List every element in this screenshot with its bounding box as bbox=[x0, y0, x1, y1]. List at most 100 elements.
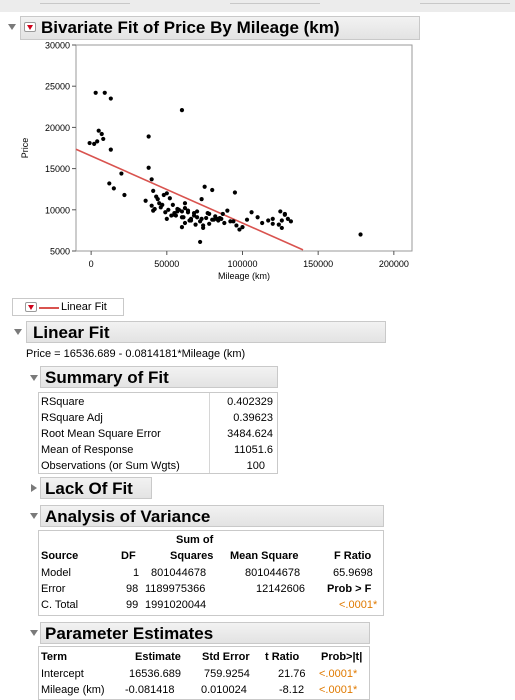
data-point bbox=[249, 210, 254, 215]
summary-table: RSquare 0.402329 RSquare Adj 0.39623 Roo… bbox=[38, 392, 278, 474]
anova-title-bar: Analysis of Variance bbox=[40, 505, 384, 527]
anova-df: 98 bbox=[126, 583, 139, 595]
linear-fit-legend: Linear Fit bbox=[12, 298, 124, 316]
column-divider bbox=[209, 393, 210, 473]
data-point bbox=[182, 220, 188, 226]
anova-f: 65.9698 bbox=[333, 567, 373, 579]
data-point bbox=[167, 196, 172, 201]
data-point bbox=[278, 209, 283, 214]
data-point bbox=[188, 218, 194, 223]
col-header-estimate: Estimate bbox=[135, 651, 181, 663]
data-point bbox=[234, 223, 239, 228]
data-point bbox=[182, 206, 188, 211]
data-point bbox=[205, 210, 210, 216]
tab-divider bbox=[420, 3, 510, 10]
data-point bbox=[108, 96, 113, 101]
red-triangle-menu-button[interactable] bbox=[24, 22, 36, 32]
data-point bbox=[198, 239, 203, 245]
summary-value: 0.402329 bbox=[227, 396, 273, 408]
data-point bbox=[220, 211, 225, 217]
lack-of-fit-title: Lack Of Fit bbox=[45, 479, 133, 498]
data-point bbox=[282, 211, 287, 217]
summary-of-fit-title-bar: Summary of Fit bbox=[40, 366, 278, 388]
anova-ss: 1189975366 bbox=[145, 583, 206, 595]
data-point bbox=[101, 136, 106, 142]
col-header-ss: Squares bbox=[170, 550, 214, 562]
x-tick-label: 200000 bbox=[379, 259, 409, 269]
data-point bbox=[255, 215, 260, 220]
col-header-std-error: Std Error bbox=[202, 651, 250, 663]
param-std-error: 759.9254 bbox=[204, 668, 250, 680]
data-point bbox=[191, 210, 197, 216]
data-point bbox=[179, 107, 185, 113]
data-point bbox=[225, 208, 230, 213]
data-point bbox=[151, 188, 156, 193]
anova-ms: 12142606 bbox=[256, 583, 305, 595]
data-point bbox=[207, 221, 212, 226]
data-point bbox=[163, 210, 168, 215]
data-point bbox=[172, 212, 177, 217]
data-point bbox=[228, 219, 233, 224]
x-tick-label: 0 bbox=[89, 259, 94, 269]
disclosure-expand-icon[interactable] bbox=[31, 484, 37, 492]
anova-title: Analysis of Variance bbox=[45, 507, 211, 526]
parameter-table: Term Estimate Std Error t Ratio Prob>|t|… bbox=[38, 646, 370, 700]
y-tick-label: 30000 bbox=[45, 41, 70, 51]
param-prob-t: <.0001* bbox=[319, 668, 358, 680]
summary-value: 11051.6 bbox=[234, 444, 273, 456]
data-point bbox=[285, 216, 290, 221]
anova-ms: 801044678 bbox=[245, 567, 301, 579]
legend-label: Linear Fit bbox=[61, 301, 107, 313]
data-point bbox=[107, 181, 112, 186]
param-prob-t: <.0001* bbox=[319, 684, 358, 696]
data-point bbox=[266, 218, 271, 223]
param-term: Intercept bbox=[41, 668, 84, 680]
data-point bbox=[199, 196, 204, 202]
y-tick-label: 5000 bbox=[50, 247, 70, 257]
lack-of-fit-title-bar[interactable]: Lack Of Fit bbox=[40, 477, 152, 499]
fit-line bbox=[75, 148, 304, 251]
data-point bbox=[95, 139, 100, 144]
bivariate-title-bar: Bivariate Fit of Price By Mileage (km) bbox=[20, 16, 420, 40]
bivariate-title: Bivariate Fit of Price By Mileage (km) bbox=[41, 18, 340, 37]
col-header-source: Source bbox=[41, 550, 79, 562]
data-point bbox=[122, 192, 127, 198]
data-point bbox=[185, 208, 191, 213]
fit-equation: Price = 16536.689 - 0.0814181*Mileage (k… bbox=[26, 348, 246, 360]
data-point bbox=[201, 225, 206, 231]
disclosure-collapse-icon[interactable] bbox=[8, 24, 16, 30]
data-point bbox=[151, 208, 156, 213]
data-point bbox=[149, 177, 154, 182]
window-top-strip bbox=[0, 0, 515, 12]
data-point bbox=[92, 141, 97, 146]
anova-ss: 801044678 bbox=[151, 567, 207, 579]
data-point bbox=[111, 186, 116, 191]
data-point bbox=[146, 134, 151, 139]
disclosure-collapse-icon[interactable] bbox=[30, 375, 38, 381]
data-point bbox=[170, 202, 175, 207]
col-header-term: Term bbox=[41, 651, 68, 663]
disclosure-collapse-icon[interactable] bbox=[14, 329, 22, 335]
data-point bbox=[143, 198, 148, 203]
summary-value: 3484.624 bbox=[227, 428, 273, 440]
data-point bbox=[164, 216, 169, 221]
plot-frame bbox=[75, 44, 413, 252]
data-point bbox=[179, 225, 185, 230]
data-point bbox=[210, 187, 215, 193]
anova-table: Source DF Sum of Squares Mean Square F R… bbox=[38, 530, 384, 616]
data-point bbox=[164, 191, 169, 196]
legend-menu-button[interactable] bbox=[25, 302, 37, 312]
param-estimate: -0.081418 bbox=[125, 684, 175, 696]
data-point bbox=[276, 222, 281, 227]
data-point bbox=[240, 225, 245, 230]
disclosure-collapse-icon[interactable] bbox=[30, 630, 38, 636]
data-point bbox=[155, 196, 160, 202]
data-point bbox=[202, 184, 207, 189]
param-std-error: 0.010024 bbox=[201, 684, 247, 696]
summary-label: Mean of Response bbox=[41, 444, 134, 456]
disclosure-collapse-icon[interactable] bbox=[30, 513, 38, 519]
col-header-ss-top: Sum of bbox=[176, 534, 214, 546]
data-point bbox=[149, 203, 154, 208]
linear-fit-title: Linear Fit bbox=[33, 323, 110, 342]
data-point bbox=[119, 171, 124, 176]
